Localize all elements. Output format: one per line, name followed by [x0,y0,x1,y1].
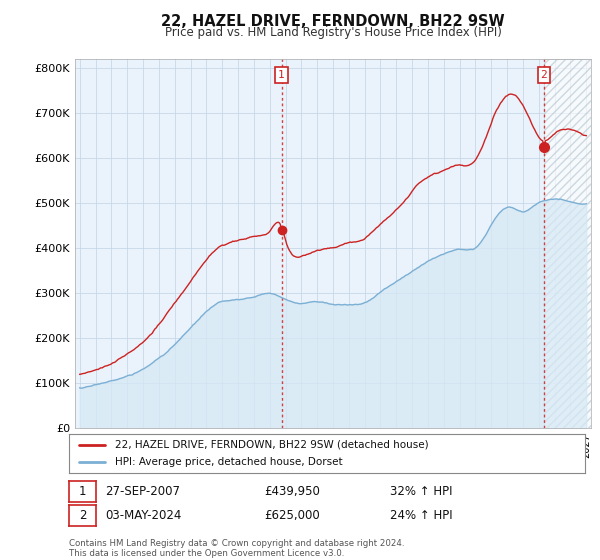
Bar [544,59,591,428]
Text: 22, HAZEL DRIVE, FERNDOWN, BH22 9SW: 22, HAZEL DRIVE, FERNDOWN, BH22 9SW [161,14,505,29]
Text: Contains HM Land Registry data © Crown copyright and database right 2024.
This d: Contains HM Land Registry data © Crown c… [69,539,404,558]
Text: 1: 1 [79,485,86,498]
Text: 32% ↑ HPI: 32% ↑ HPI [390,485,452,498]
Text: 2: 2 [541,70,547,80]
Text: HPI: Average price, detached house, Dorset: HPI: Average price, detached house, Dors… [115,457,343,467]
Text: 03-MAY-2024: 03-MAY-2024 [105,509,181,522]
Text: £625,000: £625,000 [264,509,320,522]
Text: 1: 1 [278,70,285,80]
Text: 22, HAZEL DRIVE, FERNDOWN, BH22 9SW (detached house): 22, HAZEL DRIVE, FERNDOWN, BH22 9SW (det… [115,440,429,450]
Text: 2: 2 [79,509,86,522]
Text: 24% ↑ HPI: 24% ↑ HPI [390,509,452,522]
Text: 27-SEP-2007: 27-SEP-2007 [105,485,180,498]
Text: £439,950: £439,950 [264,485,320,498]
Text: Price paid vs. HM Land Registry's House Price Index (HPI): Price paid vs. HM Land Registry's House … [164,26,502,39]
